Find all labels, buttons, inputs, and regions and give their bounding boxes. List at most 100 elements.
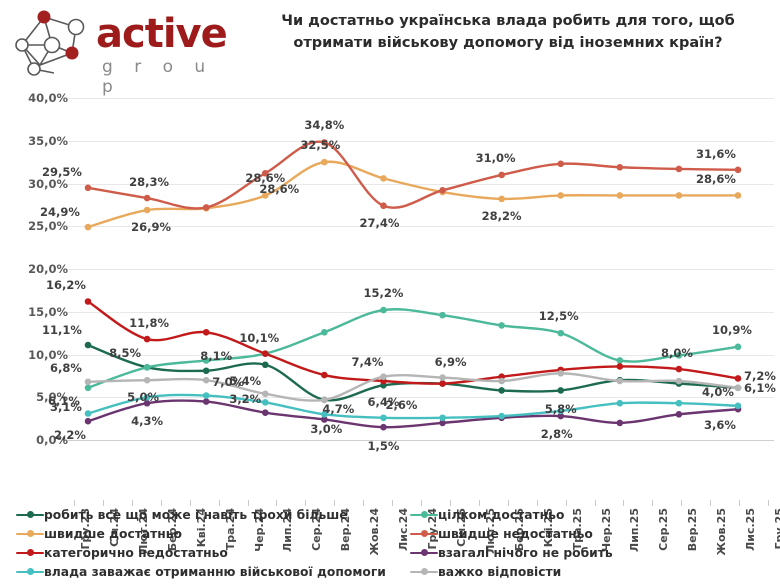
series-marker xyxy=(675,352,683,359)
data-point-label: 1,5% xyxy=(367,439,400,454)
legend-item[interactable]: важко відповісти xyxy=(410,562,561,581)
chart-plot-area: 0,0% 5,0% 10,0% 15,0% 20,0% 25,0% 30,0% 35,0% 40… xyxy=(0,88,780,500)
series-marker xyxy=(675,399,683,407)
data-point-label: 16,2% xyxy=(46,278,86,293)
legend-item[interactable]: влада заважає отриманню військової допом… xyxy=(16,562,386,581)
legend-item[interactable]: швидше недостатньо xyxy=(410,524,593,543)
series-marker xyxy=(84,410,92,417)
series-marker xyxy=(557,412,565,420)
data-point-label: 28,3% xyxy=(129,175,170,190)
x-axis-tick xyxy=(536,500,538,506)
series-marker xyxy=(498,171,505,179)
data-point-label: 3,0% xyxy=(310,422,343,437)
gridline xyxy=(68,269,774,270)
series-marker xyxy=(143,335,151,343)
x-axis-tick xyxy=(768,500,769,506)
series-marker xyxy=(261,361,269,369)
data-point-label: 7,2% xyxy=(744,369,776,384)
series-marker xyxy=(734,166,742,174)
legend-item[interactable]: робить все що може і навіть трохи більше xyxy=(16,505,348,524)
x-axis-tick xyxy=(594,500,596,506)
series-marker xyxy=(261,192,269,199)
series-marker xyxy=(380,373,387,381)
y-axis-tick-label: 30,0% xyxy=(28,176,68,191)
series-marker xyxy=(675,165,683,173)
series-marker xyxy=(202,357,210,364)
gridline xyxy=(68,140,774,142)
x-axis-tick xyxy=(102,500,104,506)
series-marker xyxy=(616,363,624,370)
series-marker xyxy=(498,195,505,203)
series-marker xyxy=(439,374,446,381)
x-axis-tick xyxy=(334,500,336,506)
data-point-label: 12,5% xyxy=(538,309,579,324)
x-axis-tick xyxy=(507,500,509,506)
data-point-label: 24,9% xyxy=(40,205,80,220)
legend-item-label: цілком достатньо xyxy=(438,507,565,522)
series-marker xyxy=(734,192,742,199)
x-axis-tick xyxy=(623,500,625,506)
x-axis-tick xyxy=(681,500,683,506)
legend-item[interactable]: цілком достатньо xyxy=(410,505,564,524)
legend-item[interactable]: категорично недостатньо xyxy=(16,543,228,562)
series-marker xyxy=(557,407,565,415)
gridline xyxy=(68,397,774,399)
series-marker xyxy=(321,139,328,146)
gridline xyxy=(68,98,774,99)
data-point-label: 32,5% xyxy=(300,138,341,153)
series-marker xyxy=(675,365,683,373)
data-point-label: 10,1% xyxy=(239,330,280,345)
legend-color-swatch xyxy=(16,566,44,578)
series-marker xyxy=(321,158,328,166)
legend-item-label: влада заважає отриманню військової допом… xyxy=(44,564,386,579)
series-marker xyxy=(616,192,624,199)
gridline xyxy=(68,226,774,228)
series-marker xyxy=(321,396,328,404)
legend-item[interactable]: взагалі нічого не робить xyxy=(410,543,613,562)
series-marker xyxy=(498,387,505,394)
series-marker xyxy=(202,398,210,405)
x-axis-tick xyxy=(189,500,191,506)
series-marker xyxy=(616,377,624,385)
data-point-label: 5,8% xyxy=(544,402,577,417)
data-point-label: 7,4% xyxy=(351,354,384,369)
data-point-label: 8,1% xyxy=(200,348,233,363)
data-point-label: 4,0% xyxy=(702,384,734,399)
data-point-label: 28,6% xyxy=(696,172,736,187)
series-marker xyxy=(498,377,505,385)
data-point-label: 2,2% xyxy=(54,428,86,443)
x-axis-tick xyxy=(160,500,162,506)
legend-item[interactable]: швидше достатньо xyxy=(16,524,182,543)
y-axis-tick-label: 25,0% xyxy=(28,219,68,234)
series-line xyxy=(86,393,740,420)
series-line xyxy=(86,399,740,429)
series-marker xyxy=(84,384,92,392)
x-axis-tick xyxy=(363,500,365,506)
brand-subtitle: g r o u p xyxy=(102,57,214,97)
data-point-label: 3,1% xyxy=(50,400,82,415)
x-axis-tick xyxy=(131,500,133,506)
chart-legend: робить все що може і навіть трохи більше… xyxy=(0,505,780,585)
data-point-label: 31,6% xyxy=(696,146,736,161)
data-point-label: 11,1% xyxy=(42,323,82,338)
legend-color-swatch xyxy=(410,528,438,540)
series-marker xyxy=(675,192,683,199)
legend-color-swatch xyxy=(16,547,44,559)
series-marker xyxy=(498,412,505,420)
series-marker xyxy=(261,390,269,398)
series-lines xyxy=(84,139,742,431)
data-point-label: 28,6% xyxy=(245,171,286,186)
data-point-label: 6,9% xyxy=(434,354,467,369)
data-point-label: 2,6% xyxy=(385,397,418,412)
data-point-label: 28,6% xyxy=(259,182,300,197)
series-marker xyxy=(675,377,683,385)
series-marker xyxy=(380,202,387,210)
series-marker xyxy=(261,350,269,357)
series-marker xyxy=(143,399,151,407)
x-axis-tick xyxy=(449,500,451,506)
series-marker xyxy=(202,204,210,211)
data-point-label: 11,8% xyxy=(129,316,170,331)
x-axis-tick xyxy=(305,500,307,506)
legend-color-swatch xyxy=(410,566,438,578)
network-nodes-logo-icon xyxy=(15,10,85,76)
